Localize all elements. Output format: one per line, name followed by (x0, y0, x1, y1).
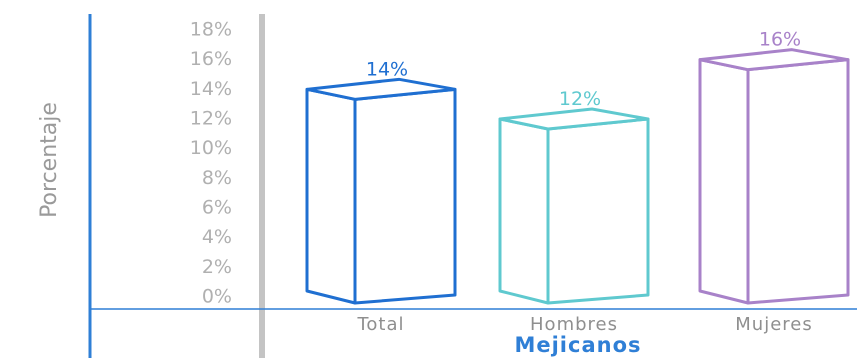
y-tick-label: 16% (190, 48, 232, 70)
y-tick-label: 0% (202, 286, 232, 308)
bar (498, 107, 650, 305)
category-label: Mujeres (735, 314, 812, 335)
bar-top-face (698, 48, 850, 72)
y-tick-label: 18% (190, 19, 232, 41)
y-tick-label: 2% (202, 256, 232, 278)
y-tick-label: 12% (190, 108, 232, 130)
bar-front-face (305, 87, 357, 305)
bar-top-face (305, 77, 457, 101)
bar (305, 77, 457, 305)
bar-value-label: 12% (559, 88, 601, 110)
bar (698, 48, 850, 305)
y-tick-labels: 0% 2% 4% 6% 8% 10% 12% 14% 16% 18% (190, 19, 232, 308)
bars: 14% 12% 16% (305, 29, 850, 305)
x-axis-label: Mejicanos (514, 333, 641, 357)
bar-side-face (546, 117, 650, 305)
category-labels: Total Hombres Mujeres (356, 314, 812, 335)
y-tick-label: 10% (190, 137, 232, 159)
bar-side-face (746, 58, 850, 305)
bar-side-face (353, 87, 457, 305)
y-tick-label: 6% (202, 197, 232, 219)
bar-top-face (498, 107, 650, 131)
y-tick-label: 8% (202, 167, 232, 189)
category-label: Total (356, 314, 404, 335)
category-label: Hombres (530, 314, 618, 335)
y-tick-label: 4% (202, 226, 232, 248)
bar-value-label: 14% (366, 58, 408, 80)
bar-front-face (498, 117, 550, 305)
bar-front-face (698, 58, 750, 305)
y-axis-label: Porcentaje (37, 102, 62, 218)
y-tick-label: 14% (190, 78, 232, 100)
bar-value-label: 16% (759, 29, 801, 51)
